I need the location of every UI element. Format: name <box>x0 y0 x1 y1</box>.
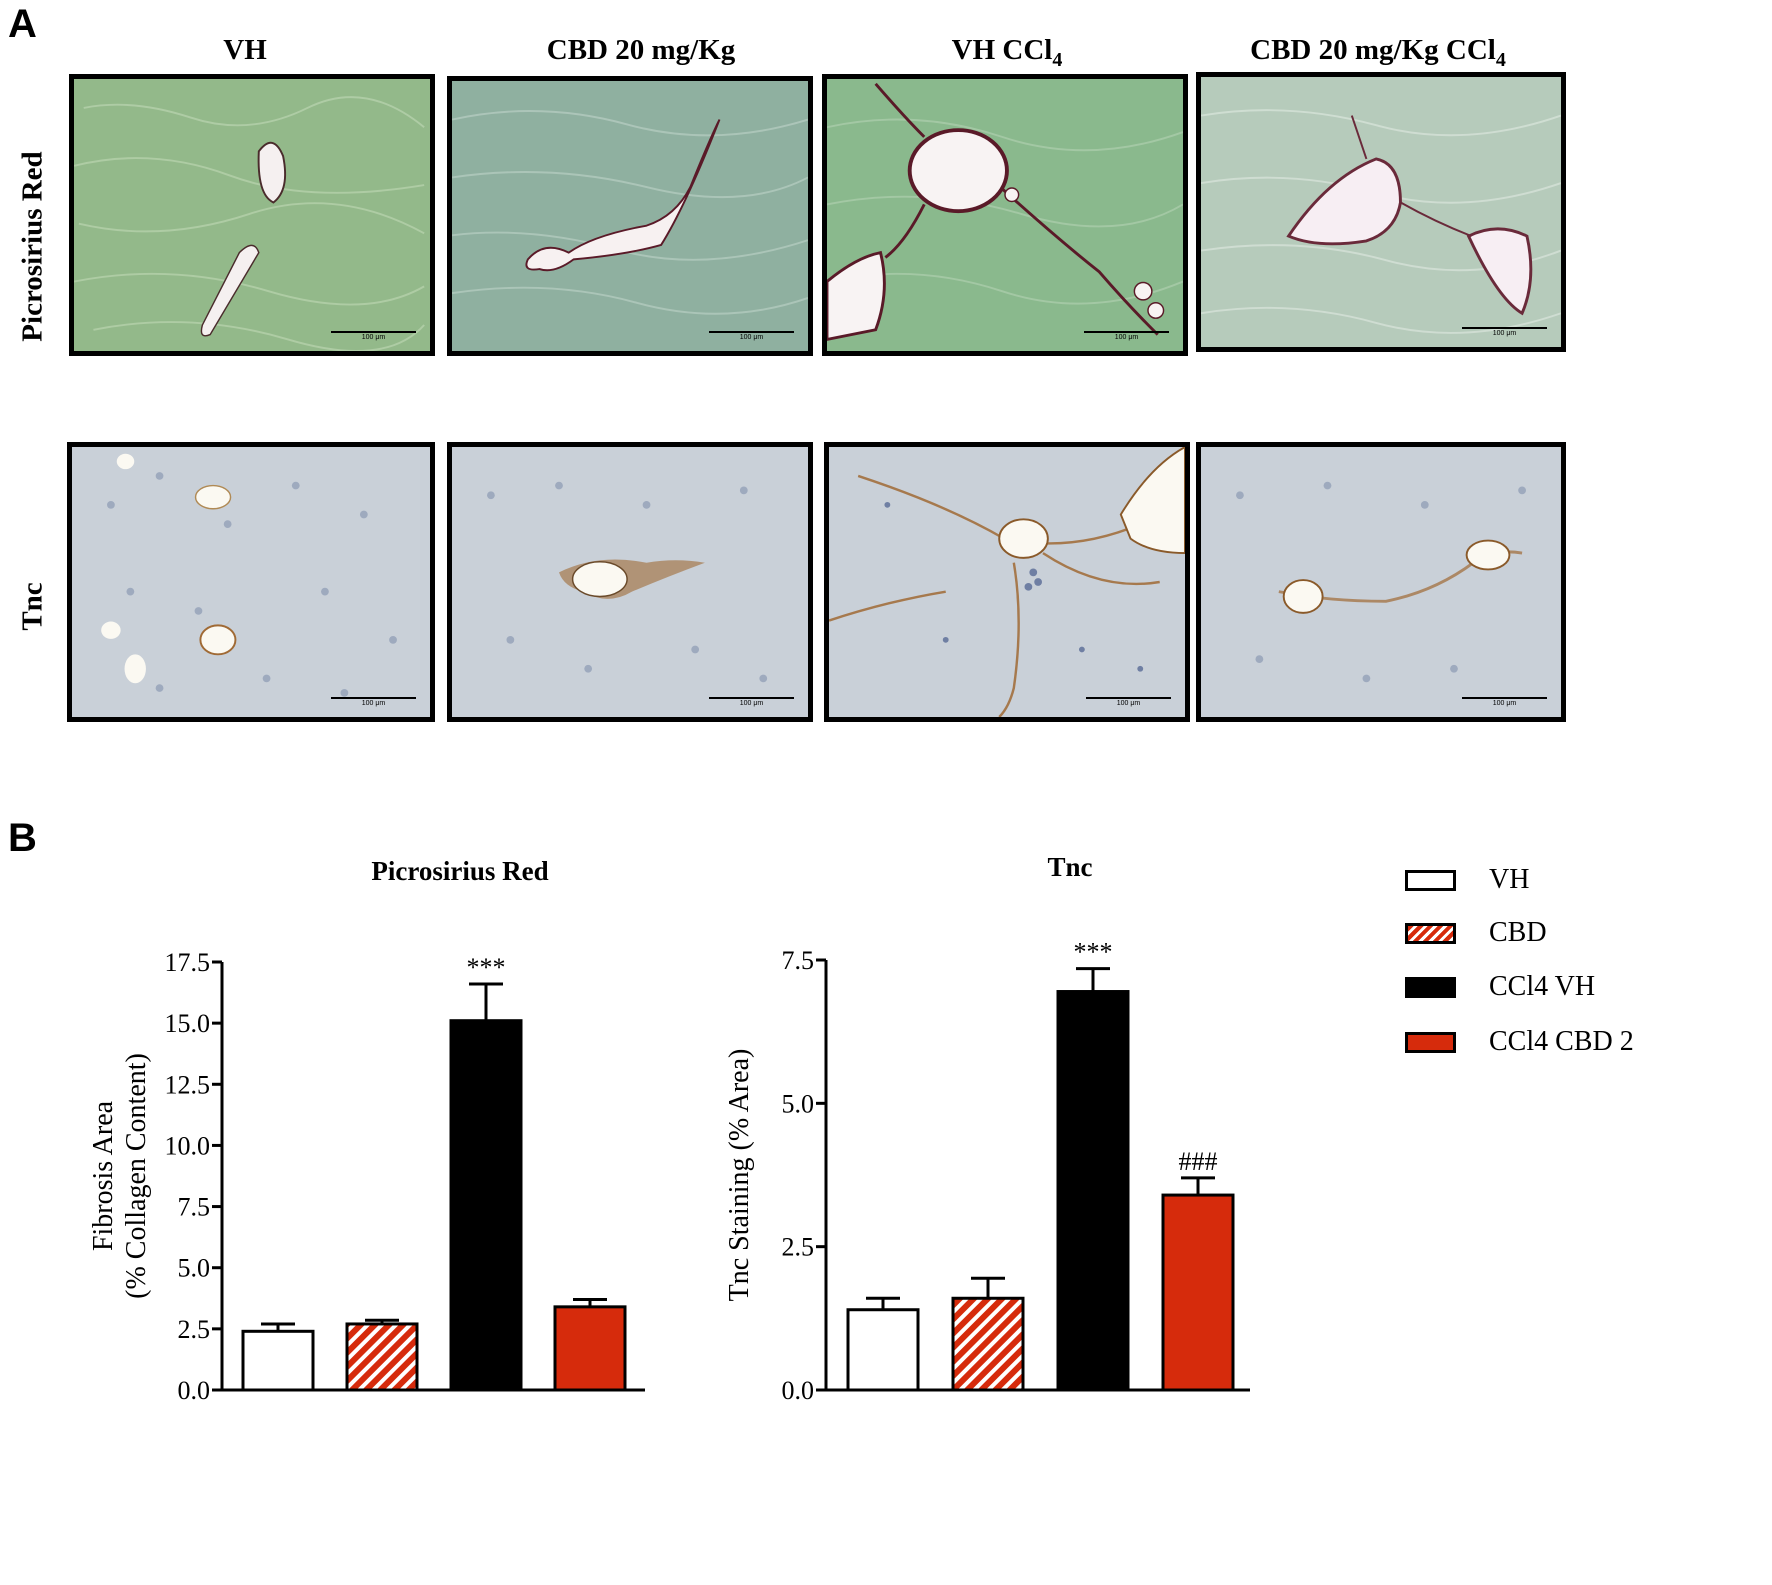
scale-bar: 100 μm <box>1462 327 1547 337</box>
white-swatch-icon <box>1405 869 1456 891</box>
y-tick-label: 15.0 <box>165 1009 211 1038</box>
legend-label: CBD <box>1489 917 1547 948</box>
bar-ccl4-vh <box>449 1019 523 1392</box>
micrograph-tnc-cbd-ccl4: 100 μm <box>1196 442 1566 722</box>
legend-label: VH <box>1489 864 1530 895</box>
scale-bar-label: 100 μm <box>1116 700 1141 707</box>
scale-bar-label: 100 μm <box>361 334 386 341</box>
significance-marker: *** <box>1074 938 1113 967</box>
legend-item-vh: VH <box>1405 864 1530 895</box>
scale-bar-label: 100 μm <box>739 700 764 707</box>
micrograph-image <box>827 79 1183 351</box>
scale-bar: 100 μm <box>1462 697 1547 707</box>
y-tick-label: 7.5 <box>782 946 815 975</box>
scale-bar-label: 100 μm <box>739 334 764 341</box>
y-tick-label: 0.0 <box>178 1376 211 1405</box>
bar-vh <box>846 1308 920 1392</box>
bar-vh <box>241 1329 315 1392</box>
bar-cbd <box>951 1296 1025 1392</box>
scale-bar-label: 100 μm <box>361 700 386 707</box>
micrograph-image <box>829 447 1185 717</box>
micrograph-picro-vh-ccl4: 100 μm <box>822 74 1188 356</box>
legend-label: CCl4 VH <box>1489 971 1596 1002</box>
micrograph-image <box>452 447 808 717</box>
column-header-subscript: 4 <box>1495 48 1506 71</box>
y-tick-label: 0.0 <box>782 1376 815 1405</box>
fibrosis-bar-chart: *** 0.0 2.5 5.0 7.5 10.0 12.5 15.0 17.5 Fibrosis … <box>88 948 645 1405</box>
chart-title-tnc: Tnc <box>1047 852 1093 882</box>
row-label-tnc: Tnc <box>16 582 49 631</box>
chart-title-picrosirius: Picrosirius Red <box>371 856 549 886</box>
panel-b-letter: B <box>8 816 37 860</box>
y-tick-label: 17.5 <box>165 948 211 977</box>
significance-marker: *** <box>467 953 506 982</box>
hatched-red-swatch-icon <box>1405 922 1456 944</box>
micrograph-tnc-vh-ccl4: 100 μm <box>824 442 1190 722</box>
tnc-bar-chart: *** ### 0.0 2.5 5.0 7.5 Tnc Staining (% Area) <box>724 938 1250 1405</box>
column-header-label: VH CCl <box>951 34 1053 66</box>
column-header-label: CBD 20 mg/Kg <box>546 34 736 66</box>
y-tick-label: 12.5 <box>165 1070 211 1099</box>
bar-cbd <box>345 1322 419 1392</box>
column-header-cbd: CBD 20 mg/Kg <box>431 34 851 67</box>
scale-bar-label: 100 μm <box>1114 334 1139 341</box>
scale-bar: 100 μm <box>331 697 416 707</box>
legend-label: CCl4 CBD 2 <box>1489 1026 1634 1057</box>
micrograph-picro-vh: 100 μm <box>69 74 435 356</box>
y-tick-label: 7.5 <box>178 1193 211 1222</box>
scale-bar: 100 μm <box>1084 331 1169 341</box>
y-tick-label: 2.5 <box>178 1315 211 1344</box>
column-header-subscript: 4 <box>1052 48 1063 71</box>
scale-bar: 100 μm <box>709 331 794 341</box>
bar-ccl4-cbd-2 <box>553 1305 627 1392</box>
micrograph-image <box>1201 447 1561 717</box>
scale-bar: 100 μm <box>1086 697 1171 707</box>
micrograph-image <box>72 447 430 717</box>
y-axis-label: Tnc Staining (% Area) <box>724 1049 755 1302</box>
column-header-label: VH <box>223 34 267 66</box>
micrograph-tnc-cbd: 100 μm <box>447 442 813 722</box>
micrograph-picro-cbd: 100 μm <box>447 76 813 356</box>
y-tick-label: 5.0 <box>178 1254 211 1283</box>
y-tick-label: 10.0 <box>165 1131 211 1160</box>
bar-ccl4-vh <box>1056 990 1130 1392</box>
bar-ccl4-cbd-2 <box>1161 1193 1235 1392</box>
legend-item-ccl4-vh: CCl4 VH <box>1405 971 1596 1002</box>
scale-bar-label: 100 μm <box>1492 700 1517 707</box>
micrograph-tnc-vh: 100 μm <box>67 442 435 722</box>
row-label-picrosirius: Picrosirius Red <box>16 151 49 342</box>
column-header-vh-ccl4: VH CCl4 <box>797 34 1217 72</box>
legend-item-cbd: CBD <box>1405 917 1547 948</box>
significance-marker: ### <box>1179 1147 1218 1176</box>
panel-a-letter: A <box>8 2 37 46</box>
micrograph-image <box>1201 77 1561 347</box>
column-header-vh: VH <box>35 34 455 67</box>
scale-bar-label: 100 μm <box>1492 330 1517 337</box>
scale-bar: 100 μm <box>709 697 794 707</box>
scale-bar: 100 μm <box>331 331 416 341</box>
column-header-label: CBD 20 mg/Kg CCl <box>1250 34 1496 66</box>
column-header-cbd-ccl4: CBD 20 mg/Kg CCl4 <box>1168 34 1588 72</box>
legend-item-ccl4-cbd: CCl4 CBD 2 <box>1405 1026 1634 1057</box>
y-axis-label: Fibrosis Area <box>88 1100 119 1251</box>
y-tick-label: 2.5 <box>782 1233 815 1262</box>
micrograph-picro-cbd-ccl4: 100 μm <box>1196 72 1566 352</box>
black-swatch-icon <box>1405 976 1456 998</box>
y-tick-label: 5.0 <box>782 1089 815 1118</box>
micrograph-image <box>452 81 808 351</box>
red-swatch-icon <box>1405 1031 1456 1053</box>
micrograph-image <box>74 79 430 351</box>
y-axis-label-line2: (% Collagen Content) <box>121 1053 152 1299</box>
